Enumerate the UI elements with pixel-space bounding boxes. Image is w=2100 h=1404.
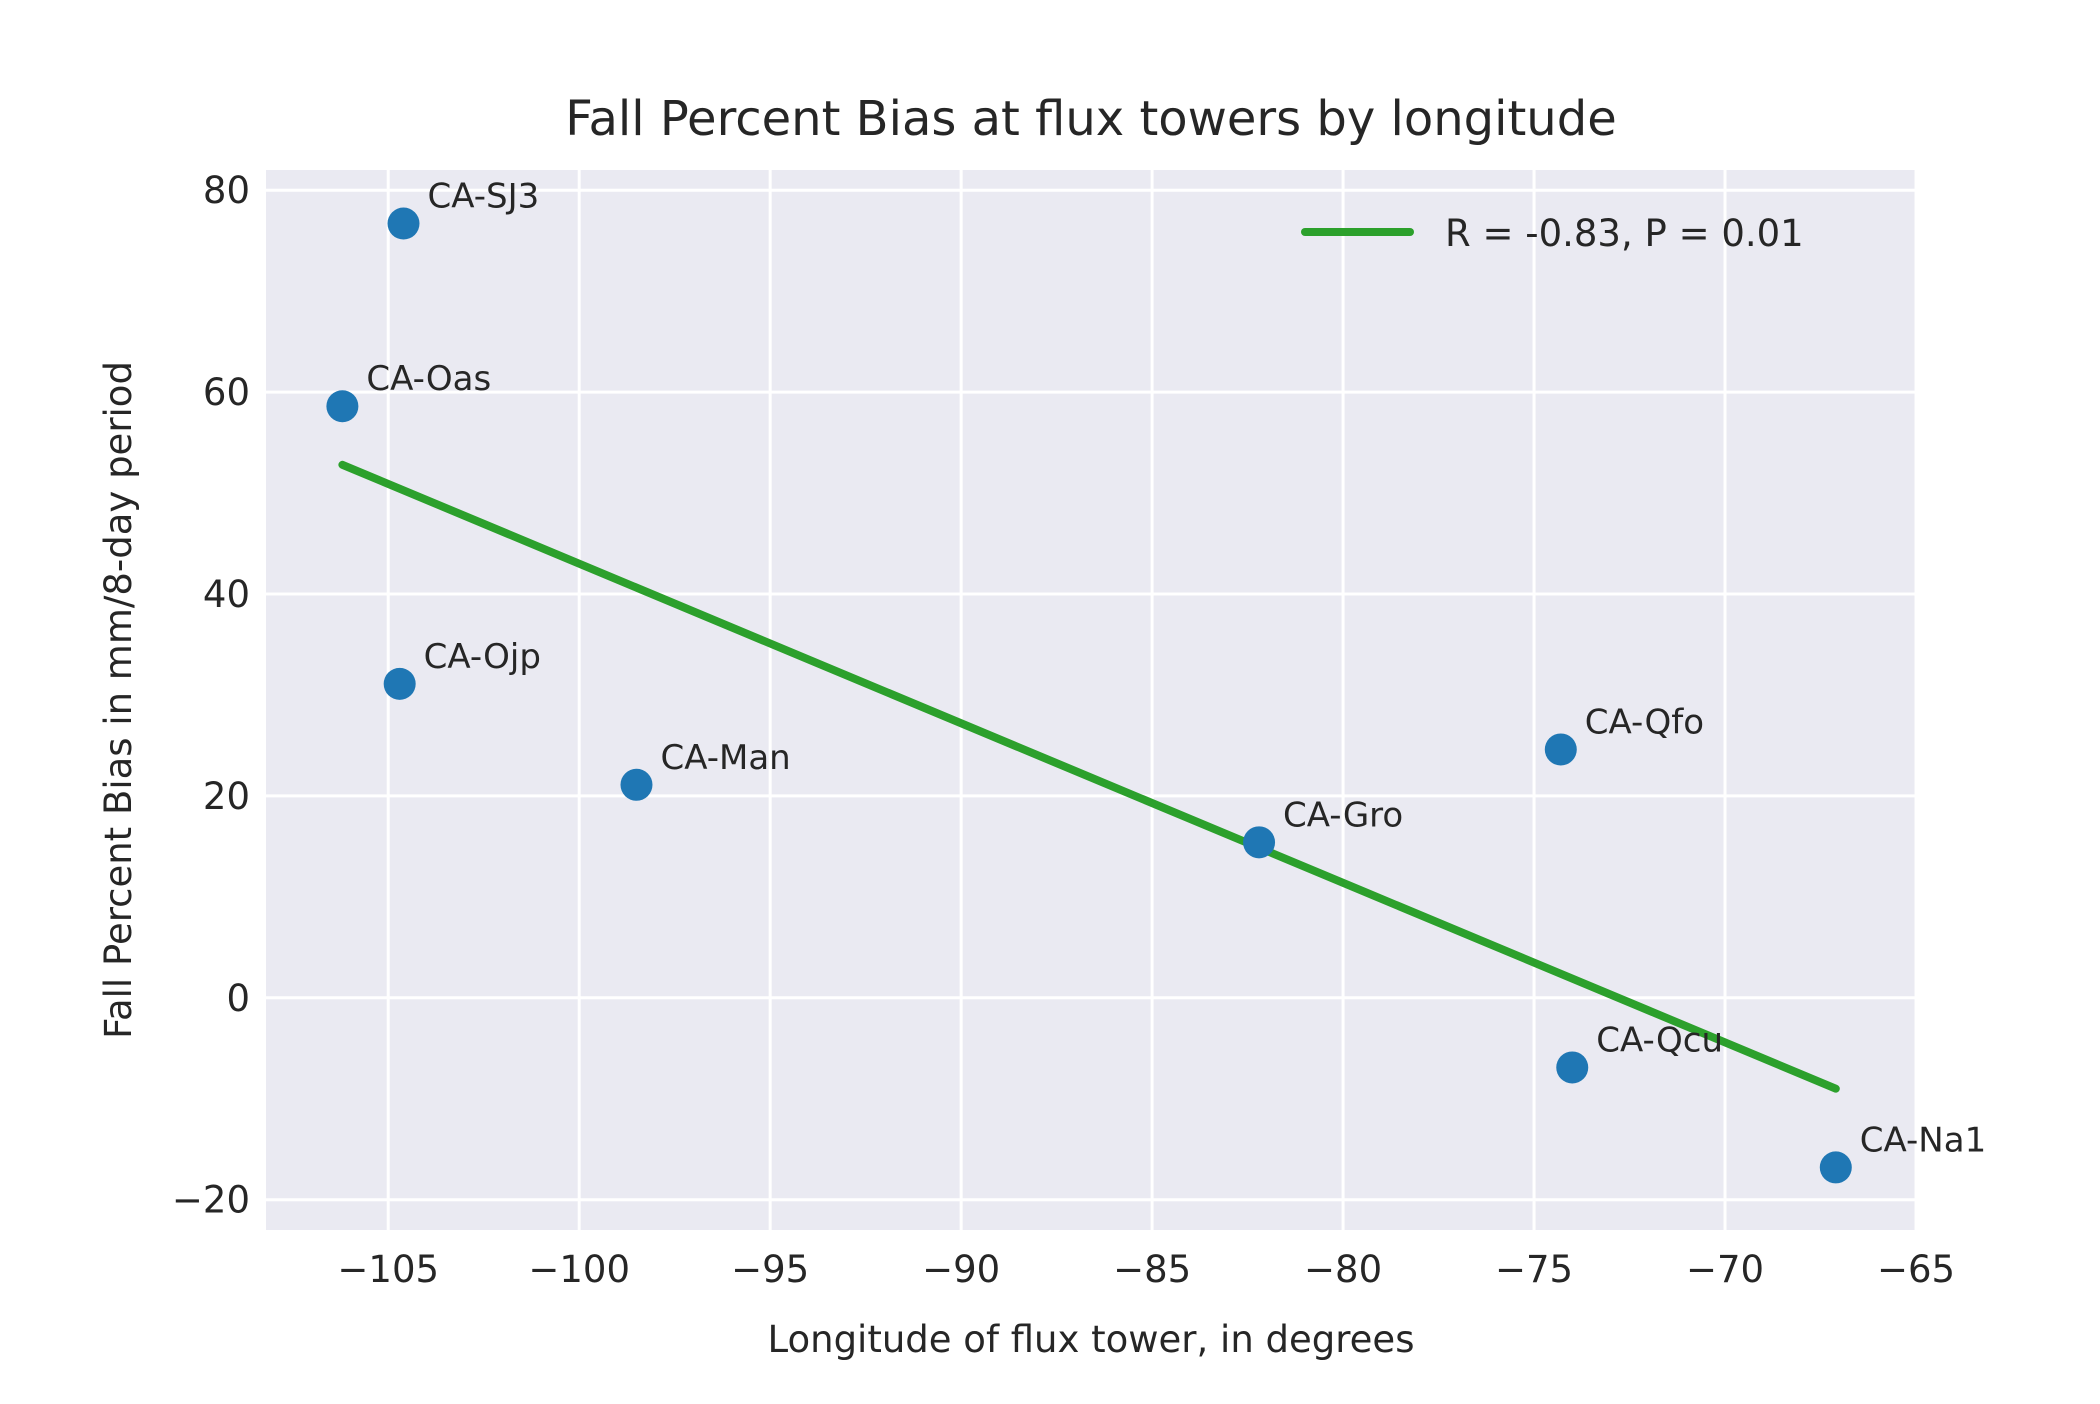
point-label: CA-Oas	[366, 359, 491, 399]
x-tick-label: −85	[1113, 1248, 1191, 1291]
y-tick-label: −20	[172, 1179, 250, 1222]
legend: R = -0.83, P = 0.01	[1301, 212, 1804, 255]
y-tick-label: 80	[203, 169, 250, 212]
point-label: CA-Gro	[1283, 795, 1403, 835]
data-point	[1243, 826, 1276, 859]
points-layer	[326, 207, 1852, 1184]
fit-line	[338, 460, 1840, 1093]
data-point	[326, 390, 359, 423]
data-point	[383, 667, 416, 700]
x-tick-label: −80	[1304, 1248, 1382, 1291]
data-point	[387, 207, 420, 240]
x-axis-label: Longitude of flux tower, in degrees	[768, 1318, 1415, 1361]
chart-title: Fall Percent Bias at flux towers by long…	[565, 91, 1616, 147]
data-point	[620, 768, 653, 801]
data-point	[1819, 1151, 1852, 1184]
y-tick-label: 40	[203, 573, 250, 616]
point-label: CA-Na1	[1860, 1120, 1986, 1160]
legend-label: R = -0.83, P = 0.01	[1445, 212, 1804, 255]
data-point	[1544, 733, 1577, 766]
grid	[266, 170, 1918, 1230]
x-tick-label: −100	[528, 1248, 630, 1291]
fit-line-layer	[338, 460, 1840, 1093]
x-tick-labels: −105 −100 −95 −90 −85 −80 −75 −70 −65	[337, 1248, 1955, 1291]
plot-area	[266, 170, 1916, 1230]
y-tick-labels: −20 0 20 40 60 80	[172, 169, 250, 1222]
point-label: CA-Qcu	[1596, 1020, 1723, 1060]
point-label: CA-Qfo	[1585, 702, 1704, 742]
point-label: CA-Ojp	[424, 637, 541, 677]
x-tick-label: −70	[1686, 1248, 1764, 1291]
x-tick-label: −90	[922, 1248, 1000, 1291]
point-labels-layer: CA-SJ3 CA-Oas CA-Ojp CA-Man CA-Gro CA-Qfo CA-Q…	[366, 177, 1986, 1161]
y-tick-label: 20	[203, 775, 250, 818]
point-label: CA-SJ3	[428, 177, 540, 217]
x-tick-label: −75	[1495, 1248, 1573, 1291]
x-tick-label: −95	[731, 1248, 809, 1291]
point-label: CA-Man	[660, 738, 790, 778]
y-tick-label: 60	[203, 371, 250, 414]
data-point	[1556, 1051, 1589, 1084]
y-tick-label: 0	[226, 977, 250, 1020]
x-tick-label: −65	[1877, 1248, 1955, 1291]
y-axis-label: Fall Percent Bias in mm/8-day period	[97, 361, 140, 1039]
x-tick-label: −105	[337, 1248, 439, 1291]
